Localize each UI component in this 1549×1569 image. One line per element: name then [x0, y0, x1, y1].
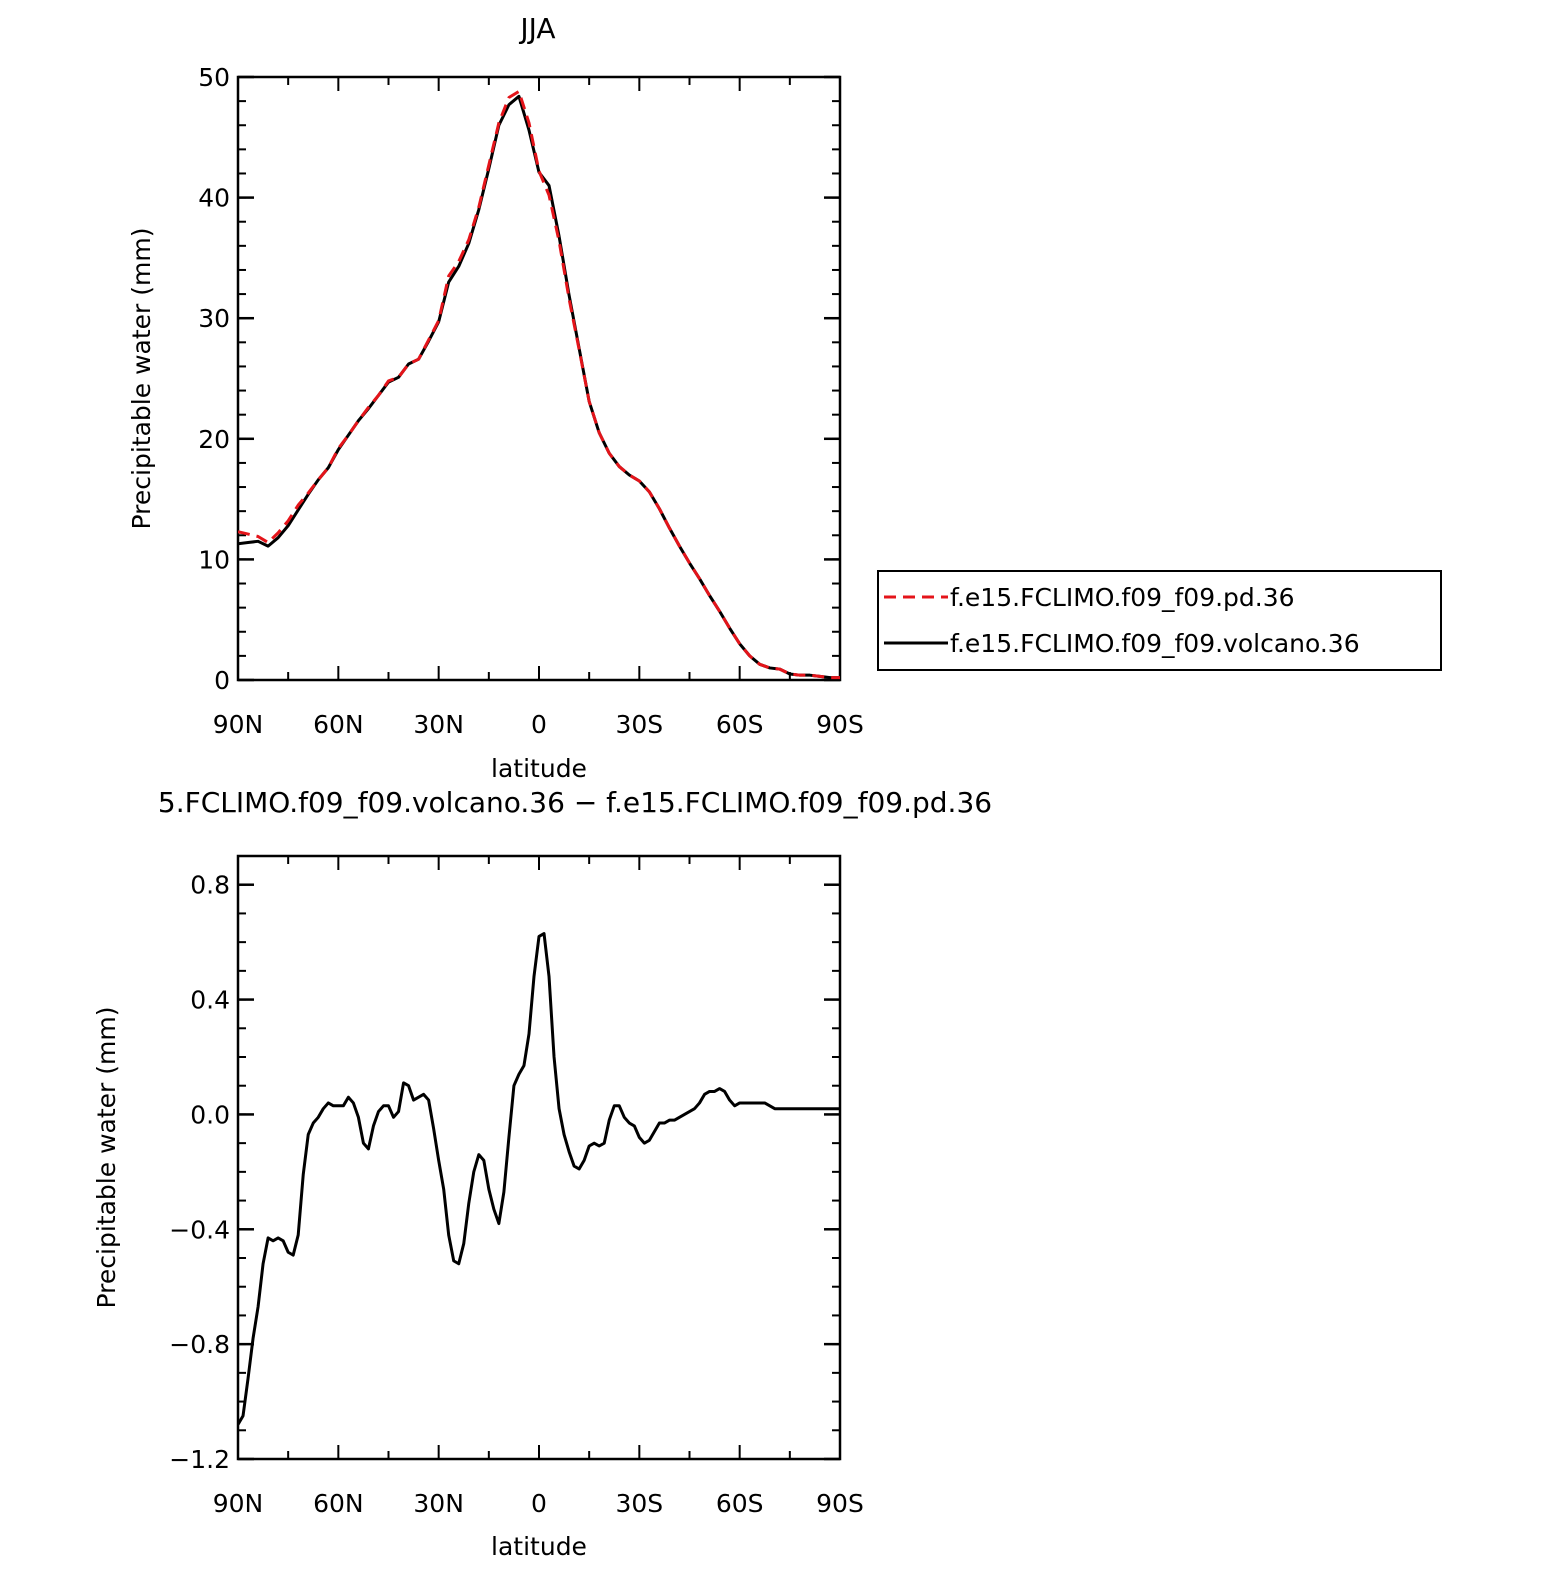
x-tick-label: 90S: [816, 1489, 864, 1518]
y-tick-label: 30: [198, 304, 230, 333]
legend-box: [877, 570, 1442, 671]
y-tick-label: 0.8: [190, 871, 230, 900]
x-tick-label: 60S: [716, 1489, 764, 1518]
x-tick-label: 60S: [716, 710, 764, 739]
x-tick-label: 60N: [313, 710, 364, 739]
series-line-2: [238, 94, 840, 680]
series-line-1: [238, 932, 840, 1426]
plot-panel-1: JJA 90N 60N 30N 0 30S 60S 90S 0 10 20 30 40 50 latitud…: [127, 12, 1442, 783]
y-tick-label: 0.0: [190, 1100, 230, 1129]
y-axis-label: Precipitable water (mm): [127, 228, 156, 530]
y-tick-label: 0: [214, 666, 230, 695]
x-tick-label: 30S: [615, 710, 663, 739]
plot-title: JJA: [518, 12, 555, 45]
x-tick-label: 0: [531, 710, 547, 739]
legend: f.e15.FCLIMO.f09_f09.pd.36 f.e15.FCLIMO.f…: [877, 570, 1442, 671]
plot-title: 5.FCLIMO.f09_f09.volcano.36 − f.e15.FCLI…: [158, 786, 992, 819]
y-tick-label: 20: [198, 425, 230, 454]
x-tick-label: 90S: [816, 710, 864, 739]
y-tick-label: 10: [198, 545, 230, 574]
y-tick-label: −0.8: [169, 1330, 230, 1359]
x-axis-label: latitude: [491, 1532, 587, 1561]
y-tick-label: −1.2: [169, 1445, 230, 1474]
y-tick-label: 50: [198, 63, 230, 92]
x-tick-label: 90N: [213, 1489, 264, 1518]
x-axis-label: latitude: [491, 754, 587, 783]
x-tick-label: 60N: [313, 1489, 364, 1518]
y-axis-label: Precipitable water (mm): [92, 1007, 121, 1309]
plot-panel-2: 5.FCLIMO.f09_f09.volcano.36 − f.e15.FCLI…: [92, 786, 992, 1561]
y-tick-label: 40: [198, 184, 230, 213]
legend-label-2: f.e15.FCLIMO.f09_f09.volcano.36: [950, 629, 1360, 658]
legend-label-1: f.e15.FCLIMO.f09_f09.pd.36: [950, 583, 1295, 612]
x-tick-label: 0: [531, 1489, 547, 1518]
x-tick-label: 30N: [413, 1489, 464, 1518]
x-tick-label: 90N: [213, 710, 264, 739]
series-line-1: [238, 89, 840, 680]
y-tick-label: 0.4: [190, 986, 230, 1015]
x-tick-label: 30S: [615, 1489, 663, 1518]
x-tick-label: 30N: [413, 710, 464, 739]
y-tick-label: −0.4: [169, 1215, 230, 1244]
